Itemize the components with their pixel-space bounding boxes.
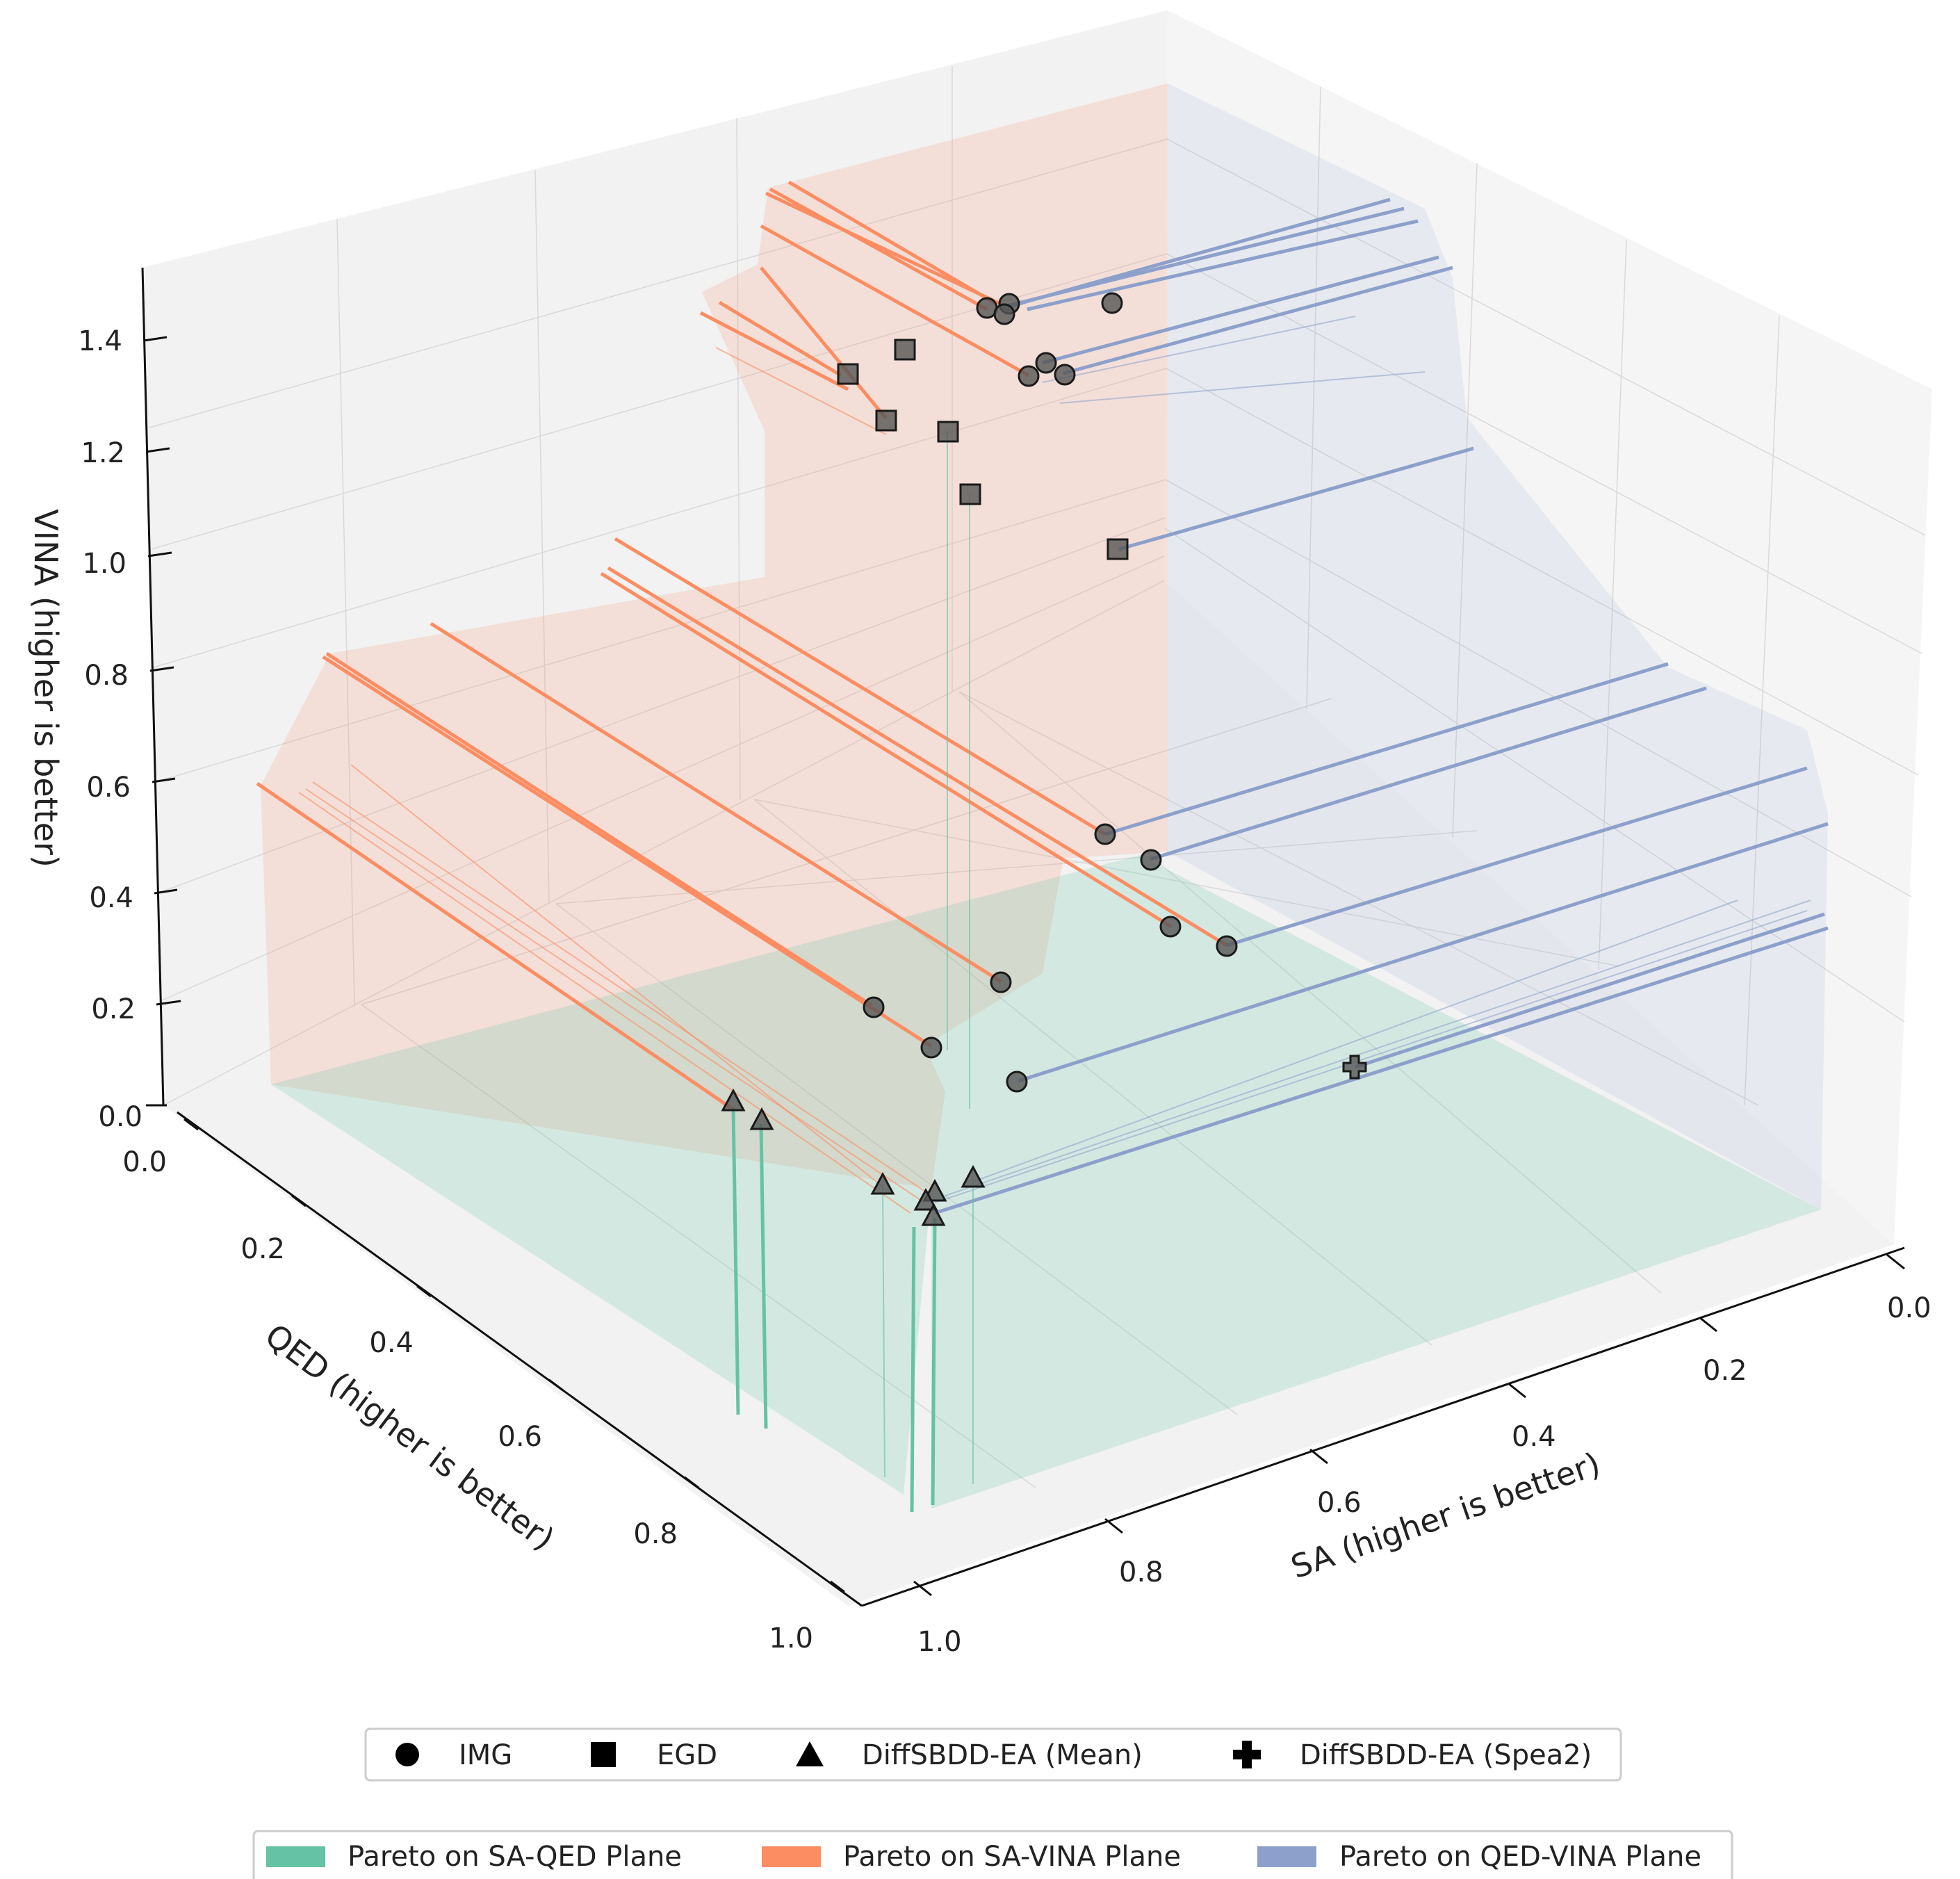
sa-tick-label: 0.8 [1119,1556,1163,1588]
pareto-lines-qed-vina [934,197,1829,1215]
sa-tick-label: 0.2 [1703,1355,1747,1387]
pareto-lines-sa-vina-thin [298,347,932,1214]
vina-tick-label: 1.4 [78,325,122,357]
marker-square [1106,538,1129,560]
legend-qed-vina-label: Pareto on QED-VINA Plane [1339,1841,1701,1873]
marker-triangle [961,1164,986,1188]
data-markers [721,292,1367,1226]
marker-triangle [749,1107,774,1130]
marker-circle [1006,1071,1028,1093]
qed-tick-labels: 0.0 0.2 0.4 0.6 0.8 1.0 [122,1146,813,1654]
vina-tick-label: 0.6 [86,772,131,804]
marker-square [875,409,897,432]
legend-img-label: IMG [459,1739,512,1771]
legend-egd-label: EGD [657,1739,717,1771]
legend-spea2-label: DiffSBDD-EA (Spea2) [1300,1739,1592,1771]
vina-tick-label: 0.2 [91,993,136,1025]
marker-square [959,483,981,505]
marker-triangle [721,1088,746,1112]
sa-tick-label: 0.4 [1512,1421,1556,1453]
marker-square [894,339,916,361]
marker-circle [1094,823,1116,845]
pareto-plane-sa-qed [271,855,1821,1508]
legend-spea2-marker [1233,1741,1261,1768]
vina-tick-labels: 0.0 0.2 0.4 0.6 0.8 1.0 1.2 1.4 [78,325,142,1133]
marker-circle [920,1036,942,1059]
vina-tick-label: 0.0 [98,1101,142,1133]
marker-circle [993,303,1015,325]
marker-triangle [921,1203,946,1226]
vina-axis-line [141,267,165,1106]
sa-tick-label: 1.0 [917,1626,962,1658]
sa-tick-label: 0.0 [1887,1292,1932,1324]
marker-circle [990,971,1012,993]
pareto-lines-sa-qed-thin [882,431,974,1484]
grid-lines [149,66,1926,1488]
axis-lines [141,267,1905,1607]
marker-circle [863,996,885,1018]
qed-tick-label: 0.8 [633,1518,678,1550]
pareto-lines-sa-qed [731,1107,937,1513]
vina-axis-title: VINA (higher is better) [27,509,65,868]
marker-triangle [913,1187,938,1211]
pareto-lines-qed-vina-thin [934,316,1811,1203]
marker-circle [1054,364,1076,386]
marker-circle [1101,292,1123,314]
qed-tick-label: 0.0 [122,1146,167,1178]
legend-sa-qed-label: Pareto on SA-QED Plane [348,1841,682,1873]
qed-axis-line [177,1111,863,1607]
qed-tick-label: 0.6 [498,1421,542,1453]
vina-tick-label: 1.2 [81,437,125,469]
marker-triangle [870,1171,895,1195]
vina-tick-label: 1.0 [82,548,126,580]
sa-tick-label: 0.6 [1317,1487,1362,1519]
vina-tick-label: 0.4 [89,882,133,914]
legend-markers: IMG EGD DiffSBDD-EA (Mean) DiffSBDD-EA (… [364,1727,1622,1782]
marker-square [837,363,859,385]
marker-plus [1342,1055,1367,1080]
legend-sa-vina-swatch [762,1846,821,1867]
legend-qed-vina-swatch [1257,1846,1316,1867]
sa-tick-labels: 0.0 0.2 0.4 0.6 0.8 1.0 [917,1292,1932,1658]
pane-back-left [142,10,1168,1105]
marker-circle [1018,365,1040,387]
legend-mean-marker [796,1741,824,1766]
legend-planes: Pareto on SA-QED Plane Pareto on SA-VINA… [252,1830,1733,1879]
marker-circle [1159,916,1182,938]
qed-tick-label: 1.0 [769,1622,813,1654]
pane-floor [163,580,1894,1606]
qed-tick-label: 0.4 [369,1327,414,1359]
pareto-plane-sa-vina [261,83,1168,1189]
pane-back-right [1164,10,1932,1244]
legend-sa-vina-label: Pareto on SA-VINA Plane [843,1841,1181,1873]
legend-img-marker [395,1743,419,1766]
legend-planes-frame [252,1830,1733,1879]
vina-tick-label: 0.8 [84,660,129,692]
legend-mean-label: DiffSBDD-EA (Mean) [862,1739,1143,1771]
marker-circle [1035,352,1057,374]
legend-sa-qed-swatch [266,1846,325,1867]
sa-axis-line [861,1246,1905,1607]
qed-tick-label: 0.2 [240,1233,285,1265]
legend-markers-frame [364,1727,1622,1782]
pareto-lines-sa-vina [256,180,1228,1112]
marker-circle [1216,935,1238,957]
marker-circle [1140,849,1162,871]
legend-egd-marker [591,1742,616,1767]
marker-square [937,421,959,443]
